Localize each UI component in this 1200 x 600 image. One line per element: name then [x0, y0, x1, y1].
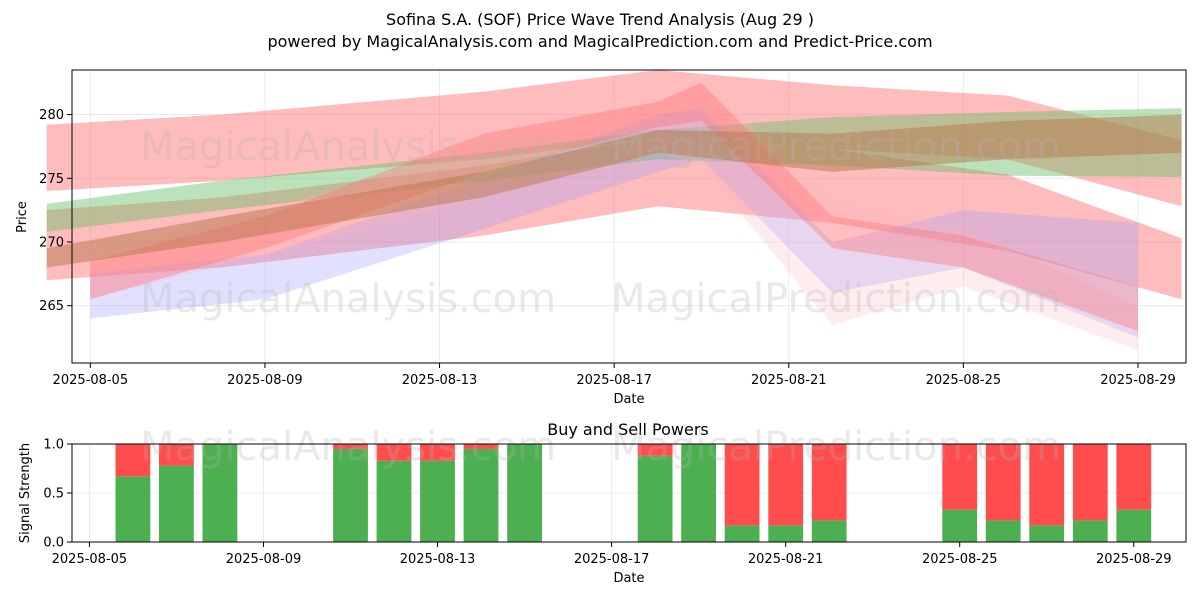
buy-bar	[637, 455, 673, 542]
signal-x-tick-label: 2025-08-09	[226, 552, 302, 567]
buy-bar	[724, 525, 760, 542]
sell-bar	[115, 444, 151, 477]
price-y-tick-label: 265	[39, 299, 64, 314]
signal-y-ticks: 0.0 0.5 1.0	[43, 438, 72, 551]
signal-x-tick-label: 2025-08-13	[400, 552, 476, 567]
chart-subtitle: powered by MagicalAnalysis.com and Magic…	[267, 32, 932, 51]
price-x-tick-label: 2025-08-13	[402, 373, 478, 388]
price-band-6	[46, 114, 1182, 268]
price-band-1	[46, 137, 1182, 300]
sell-bar	[1072, 444, 1108, 521]
signal-y-tick-label: 1.0	[43, 438, 64, 453]
sell-bar	[811, 444, 847, 521]
sell-bar	[1116, 444, 1152, 510]
watermark-left-3: MagicalAnalysis.com	[140, 424, 556, 470]
buy-bar	[1116, 509, 1152, 542]
price-band-4	[90, 82, 1138, 351]
signal-x-tick-label: 2025-08-17	[574, 552, 650, 567]
price-y-ticks: 265 270 275 280	[39, 108, 72, 314]
price-band-3	[90, 108, 1138, 338]
price-bands	[46, 70, 1182, 351]
price-grid	[72, 70, 1186, 363]
signal-x-tick-label: 2025-08-29	[1096, 552, 1172, 567]
signal-x-ticks: 2025-08-05 2025-08-09 2025-08-13 2025-08-17…	[52, 542, 1172, 567]
buy-bar	[115, 476, 151, 542]
sell-bar	[942, 444, 978, 510]
buy-bar	[420, 460, 455, 542]
signal-chart-title: Buy and Sell Powers	[547, 420, 709, 439]
price-y-label: Price	[15, 201, 30, 233]
price-x-tick-label: 2025-08-25	[926, 373, 1002, 388]
sell-bar	[420, 444, 455, 461]
sell-bar	[768, 444, 804, 526]
signal-x-tick-label: 2025-08-21	[748, 552, 824, 567]
signal-bars	[115, 444, 1152, 542]
watermark-right-3: MagicalPrediction.com	[611, 424, 1061, 470]
price-y-tick-label: 280	[39, 108, 64, 123]
signal-x-tick-label: 2025-08-05	[52, 552, 128, 567]
signal-watermarks: MagicalAnalysis.com MagicalPrediction.co…	[140, 424, 1061, 470]
sell-bar	[159, 444, 194, 466]
buy-bar	[333, 448, 368, 542]
buy-bar	[202, 444, 238, 542]
watermark-right-2: MagicalPrediction.com	[611, 276, 1061, 322]
buy-bar	[1029, 525, 1065, 542]
sell-bar	[985, 444, 1021, 521]
signal-x-label: Date	[613, 571, 644, 586]
price-x-tick-label: 2025-08-17	[576, 373, 652, 388]
price-x-tick-label: 2025-08-09	[227, 373, 303, 388]
price-band-0	[46, 70, 1182, 207]
buy-bar	[768, 525, 804, 542]
price-y-tick-label: 270	[39, 235, 64, 250]
buy-bar	[376, 460, 412, 542]
buy-bar	[507, 444, 542, 542]
price-watermarks: MagicalAnalysis.com MagicalPrediction.co…	[140, 124, 1061, 322]
buy-bar	[463, 448, 499, 542]
sell-bar	[1029, 444, 1065, 526]
signal-y-tick-label: 0.5	[43, 487, 64, 502]
watermark-left: MagicalAnalysis.com	[140, 124, 556, 170]
buy-bar	[811, 520, 847, 542]
sell-bar	[724, 444, 760, 526]
signal-y-tick-label: 0.0	[43, 536, 64, 551]
price-x-ticks: 2025-08-05 2025-08-09 2025-08-13 2025-08-17…	[53, 363, 1176, 388]
watermark-right: MagicalPrediction.com	[611, 124, 1061, 170]
buy-bar	[985, 520, 1021, 542]
price-x-tick-label: 2025-08-21	[751, 373, 827, 388]
sell-bar	[376, 444, 412, 461]
buy-bar	[1072, 520, 1108, 542]
sell-bar	[463, 444, 499, 449]
price-plot-frame	[71, 69, 1187, 364]
signal-x-tick-label: 2025-08-25	[922, 552, 998, 567]
price-x-tick-label: 2025-08-29	[1100, 373, 1176, 388]
price-chart: MagicalAnalysis.com MagicalPrediction.co…	[15, 69, 1187, 407]
price-y-tick-label: 275	[39, 172, 64, 187]
buy-bar	[942, 509, 978, 542]
signal-chart: Buy and Sell Powers MagicalAnalysis.com …	[18, 420, 1187, 586]
price-x-label: Date	[613, 392, 644, 407]
price-x-tick-label: 2025-08-05	[53, 373, 129, 388]
signal-y-label: Signal Strength	[18, 443, 33, 543]
buy-bar	[681, 444, 716, 542]
buy-bar	[159, 465, 194, 542]
sell-bar	[637, 444, 673, 456]
chart-title: Sofina S.A. (SOF) Price Wave Trend Analy…	[386, 10, 814, 29]
sell-bar	[333, 444, 368, 449]
watermark-left-2: MagicalAnalysis.com	[140, 276, 556, 322]
